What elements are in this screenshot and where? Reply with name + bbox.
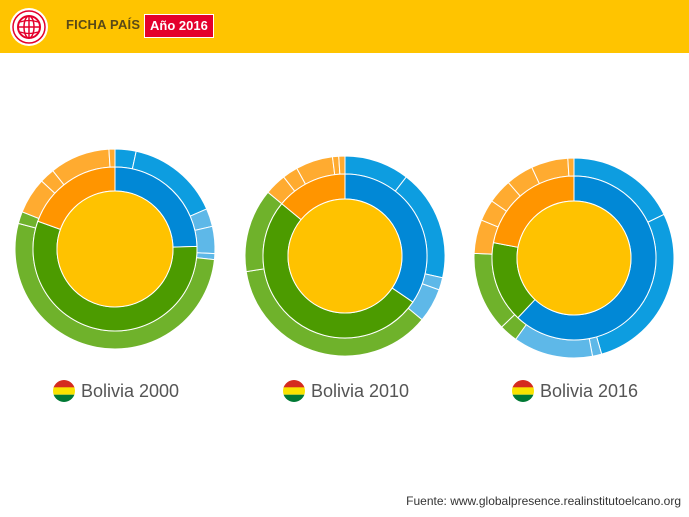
bolivia-flag-icon	[283, 380, 305, 402]
outer-ring-segment-blue-light-3[interactable]	[194, 225, 216, 255]
center-circle[interactable]	[56, 190, 174, 308]
chart-label-bolivia-2016: Bolivia 2016	[512, 379, 638, 403]
chart-label-bolivia-2000: Bolivia 2000	[53, 379, 179, 403]
chart-title: Bolivia 2010	[311, 380, 410, 401]
year-badge[interactable]: Año 2016	[144, 14, 214, 38]
center-circle[interactable]	[287, 198, 403, 314]
outer-ring-segment-orange-10[interactable]	[338, 155, 346, 175]
sunburst-chart-0	[14, 148, 216, 350]
page-title: FICHA PAÍS	[66, 17, 141, 32]
chart-title: Bolivia 2016	[540, 380, 639, 401]
header-bar: FICHA PAÍS Año 2016	[0, 0, 689, 53]
sunburst-chart-1	[244, 155, 446, 357]
chart-title: Bolivia 2000	[81, 380, 180, 401]
source-note: Fuente: www.globalpresence.realinstituto…	[406, 494, 681, 508]
globe-icon[interactable]	[10, 8, 48, 46]
bolivia-flag-icon	[53, 380, 75, 402]
sunburst-charts	[14, 148, 675, 359]
chart-label-bolivia-2010: Bolivia 2010	[283, 379, 409, 403]
outer-ring-segment-orange-11[interactable]	[567, 157, 575, 177]
sunburst-chart-2	[473, 157, 675, 359]
outer-ring-segment-orange-10[interactable]	[108, 148, 116, 168]
center-circle[interactable]	[516, 200, 632, 316]
bolivia-flag-icon	[512, 380, 534, 402]
